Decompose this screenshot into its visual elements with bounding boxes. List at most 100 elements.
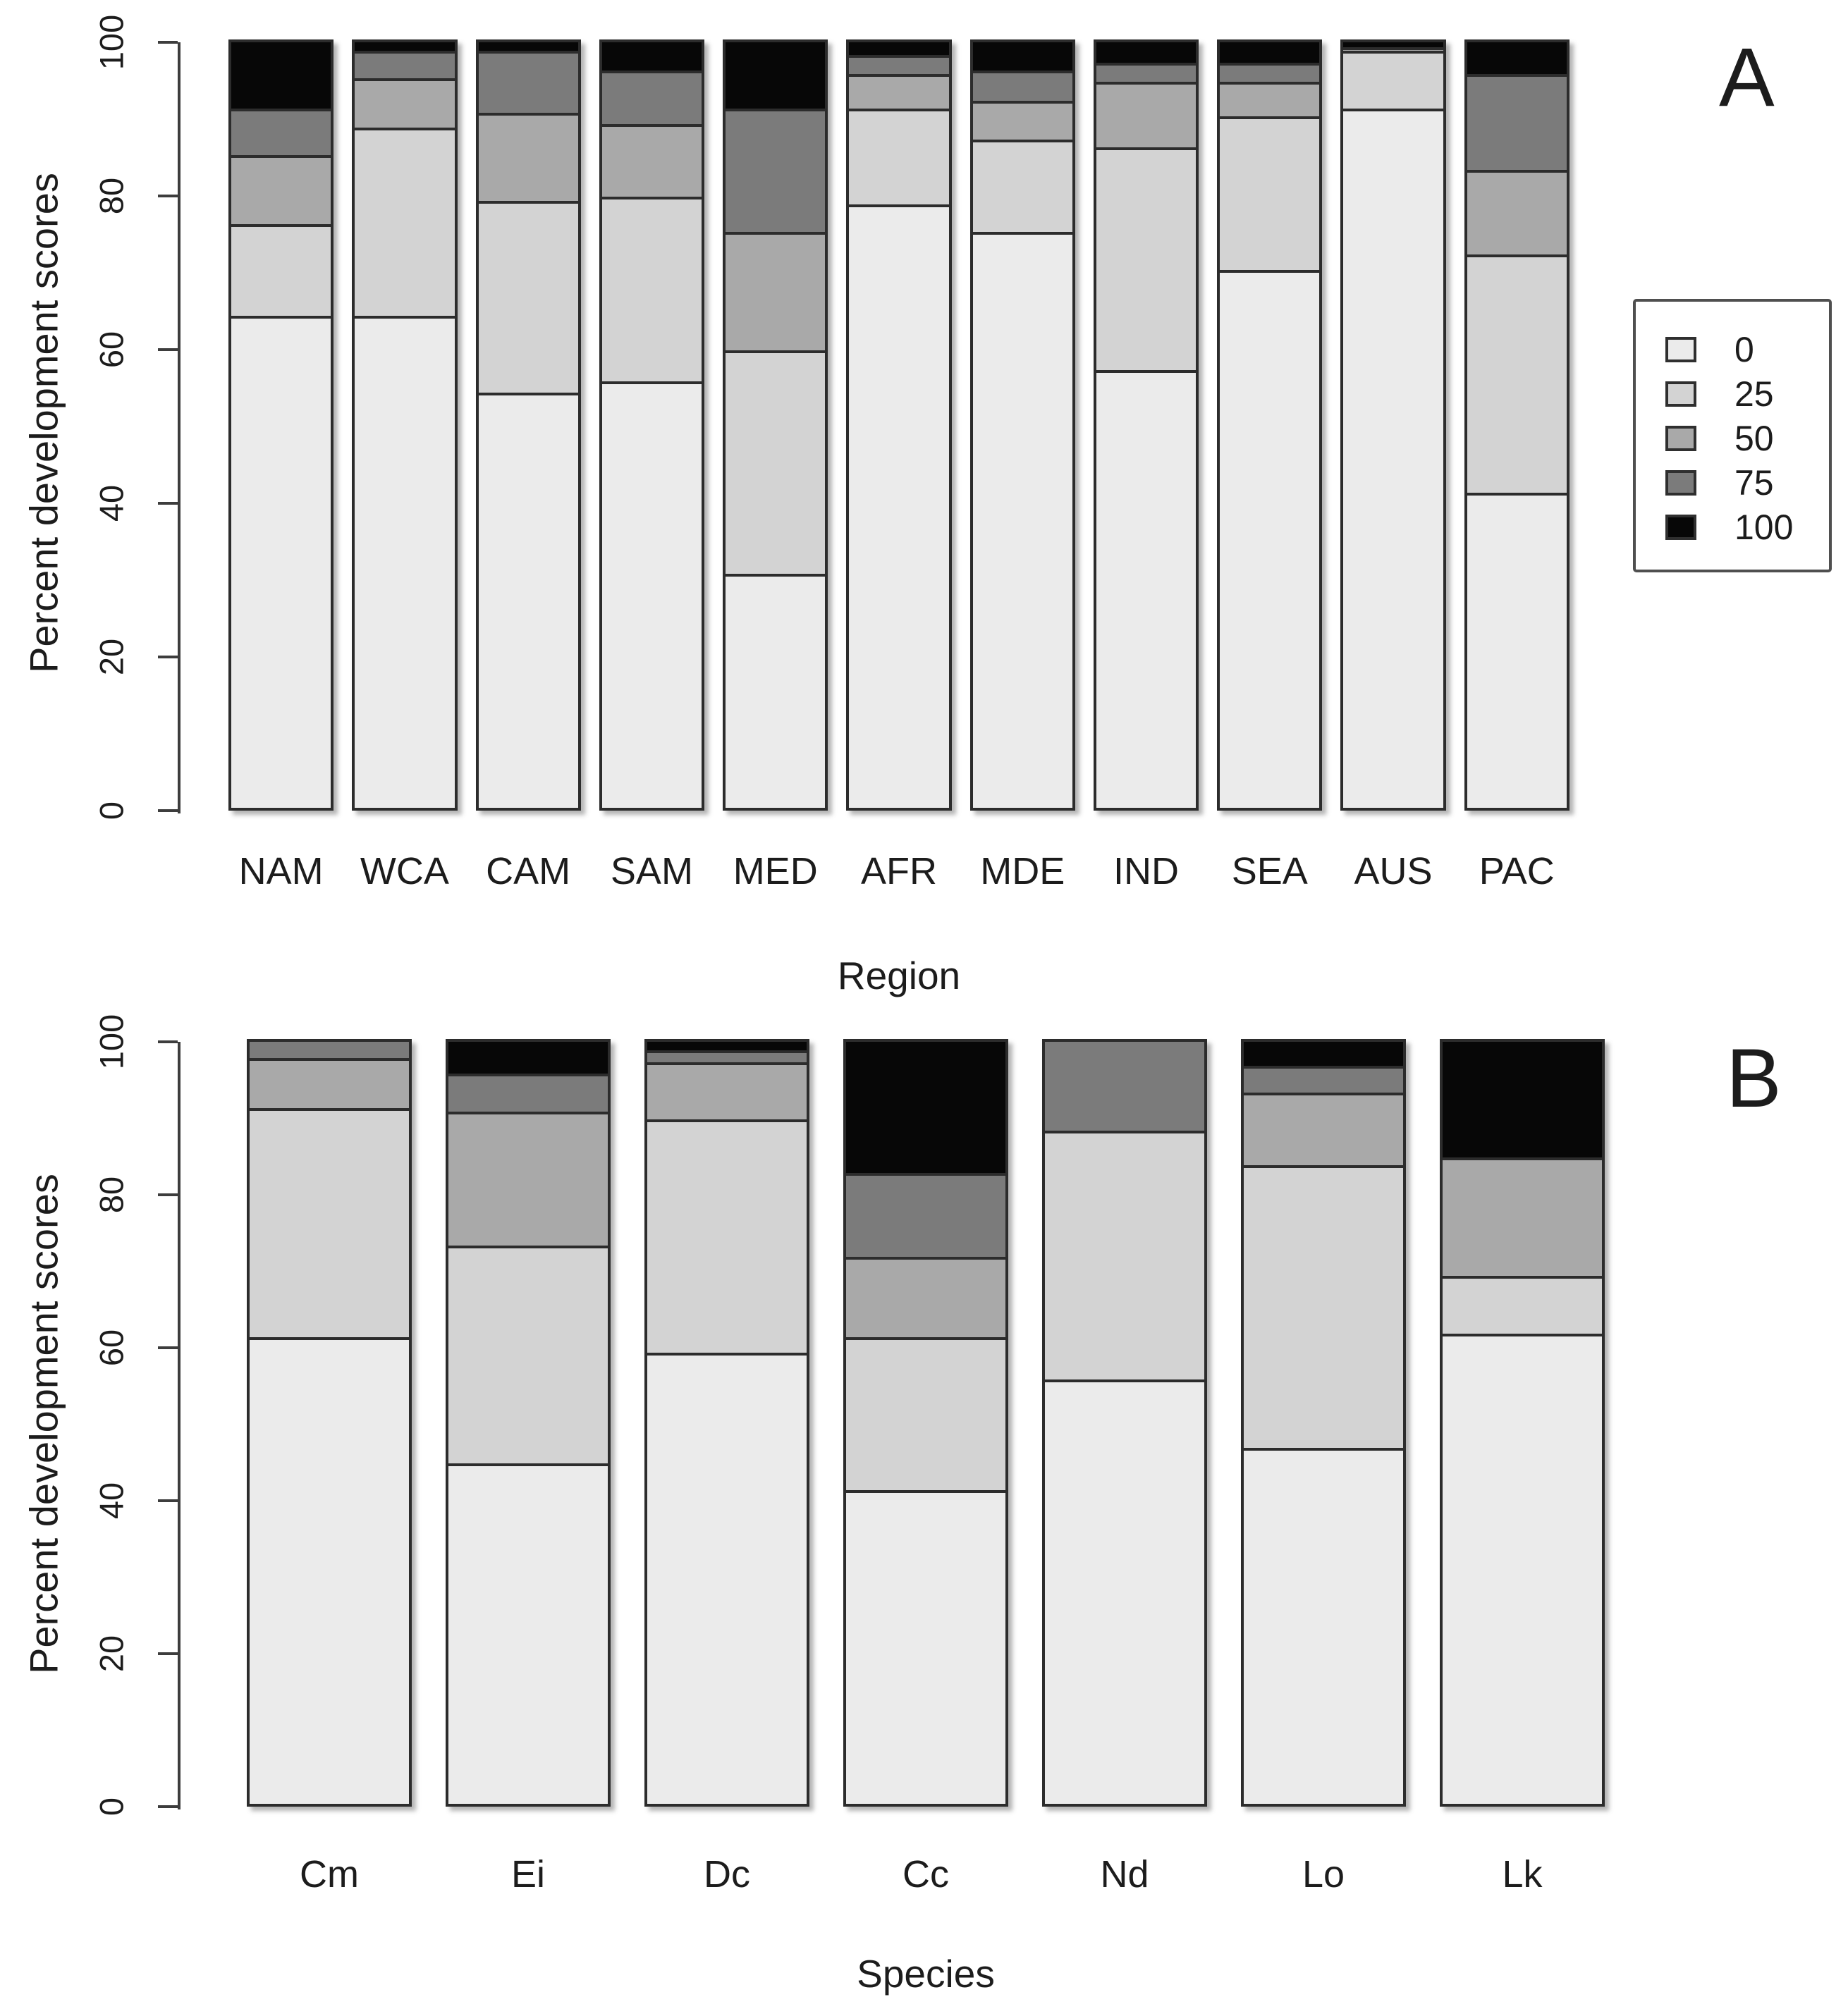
bar-segment-50 bbox=[1342, 48, 1445, 53]
bar-segment-0 bbox=[230, 317, 333, 809]
bar-segment-25 bbox=[447, 1246, 609, 1465]
bar-segment-75 bbox=[248, 1040, 410, 1060]
bar-segment-50 bbox=[600, 125, 704, 199]
bar-segment-100 bbox=[477, 41, 580, 53]
bar-segment-75 bbox=[1094, 63, 1198, 83]
bar-segment-50 bbox=[477, 113, 580, 202]
bar-segment-100 bbox=[600, 41, 704, 72]
legend-item-label: 75 bbox=[1734, 462, 1774, 503]
bar-segment-50 bbox=[1094, 82, 1198, 149]
bar-segment-50 bbox=[353, 79, 456, 130]
legend-items: 0 25 50 75 100 bbox=[1665, 327, 1829, 549]
y-tick bbox=[158, 1193, 178, 1196]
bar-segment-50 bbox=[230, 156, 333, 226]
y-tick-label: 100 bbox=[92, 14, 130, 70]
bar-segment-100 bbox=[1465, 41, 1568, 76]
bar-segment-50 bbox=[447, 1113, 609, 1247]
legend-item: 0 bbox=[1665, 327, 1829, 371]
panel-b-letter: B bbox=[1726, 1032, 1782, 1125]
x-tick-label: IND bbox=[1113, 850, 1179, 892]
y-tick bbox=[158, 41, 178, 44]
bar-segment-100 bbox=[1342, 41, 1445, 49]
bar-segment-25 bbox=[600, 198, 704, 383]
bar-segment-25 bbox=[646, 1120, 808, 1354]
bar-segment-0 bbox=[1094, 371, 1198, 809]
bar-segment-75 bbox=[646, 1052, 808, 1064]
bar-segment-75 bbox=[1465, 75, 1568, 172]
bar-segment-75 bbox=[353, 52, 456, 80]
bar-segment-25 bbox=[971, 140, 1074, 233]
bar-Cm bbox=[247, 1039, 412, 1807]
bar-stack bbox=[1217, 39, 1323, 811]
x-labels: NAM WCA CAM SAM MED AFR MDE IND SEA AUS PAC bbox=[219, 849, 1579, 893]
bar-segment-100 bbox=[646, 1040, 808, 1052]
bar-segment-100 bbox=[847, 41, 950, 56]
bar-segment-100 bbox=[230, 41, 333, 111]
bar-segment-0 bbox=[1218, 271, 1321, 809]
legend-item: 50 bbox=[1665, 416, 1829, 460]
x-tick-label: Cm bbox=[300, 1853, 359, 1895]
bar-segment-75 bbox=[230, 110, 333, 156]
bar-segment-75 bbox=[971, 71, 1074, 103]
x-tick-label: Lo bbox=[1302, 1853, 1345, 1895]
bar-segment-100 bbox=[1242, 1040, 1405, 1068]
legend: 0 25 50 75 100 bbox=[1633, 299, 1832, 572]
bar-segment-0 bbox=[248, 1339, 410, 1805]
bar-segment-25 bbox=[1242, 1167, 1405, 1450]
bar-segment-0 bbox=[724, 574, 827, 809]
bars bbox=[234, 1039, 1617, 1807]
x-tick-label: AUS bbox=[1354, 850, 1433, 892]
bar-segment-75 bbox=[1242, 1067, 1405, 1094]
legend-item-label: 100 bbox=[1734, 507, 1794, 547]
bar-stack bbox=[599, 39, 705, 811]
bar-segment-75 bbox=[600, 71, 704, 125]
bar-segment-50 bbox=[646, 1063, 808, 1121]
y-tick-label: 0 bbox=[92, 1797, 130, 1817]
x-tick-label: SAM bbox=[610, 850, 693, 892]
bar-segment-0 bbox=[1465, 494, 1568, 809]
bar-segment-50 bbox=[1242, 1093, 1405, 1167]
y-tick bbox=[158, 348, 178, 351]
bar-segment-100 bbox=[447, 1040, 609, 1075]
bar-stack bbox=[723, 39, 828, 811]
bar-stack bbox=[1340, 39, 1446, 811]
bar-segment-0 bbox=[1342, 110, 1445, 809]
bar-segment-25 bbox=[230, 225, 333, 318]
legend-item-label: 25 bbox=[1734, 374, 1774, 414]
bar-segment-25 bbox=[1218, 118, 1321, 271]
bar-segment-100 bbox=[1094, 41, 1198, 64]
bar-stack bbox=[1241, 1039, 1406, 1807]
bar-IND bbox=[1093, 39, 1199, 811]
legend-swatch bbox=[1665, 425, 1696, 451]
bar-MDE bbox=[969, 39, 1075, 811]
bar-segment-0 bbox=[353, 317, 456, 809]
y-tick bbox=[158, 1652, 178, 1655]
x-tick-label: Ei bbox=[510, 1853, 545, 1895]
y-tick-label: 20 bbox=[92, 1635, 130, 1673]
bar-segment-25 bbox=[477, 202, 580, 395]
bar-stack bbox=[228, 39, 334, 811]
y-axis: 0 20 40 60 80 100 bbox=[0, 1014, 183, 1816]
bar-Lk bbox=[1440, 1039, 1605, 1807]
legend-swatch bbox=[1665, 381, 1696, 407]
legend-item-label: 50 bbox=[1734, 418, 1774, 458]
bar-segment-75 bbox=[447, 1074, 609, 1114]
panel-b-x-axis-title: Species bbox=[857, 1952, 995, 1996]
bar-segment-75 bbox=[477, 52, 580, 114]
bar-segment-50 bbox=[724, 233, 827, 352]
bar-segment-100 bbox=[1441, 1040, 1603, 1160]
bar-segment-50 bbox=[845, 1258, 1007, 1339]
y-tick-label: 60 bbox=[92, 1329, 130, 1367]
bar-segment-100 bbox=[845, 1040, 1007, 1174]
legend-swatch bbox=[1665, 469, 1696, 496]
bar-segment-50 bbox=[847, 75, 950, 111]
bar-segment-25 bbox=[1465, 256, 1568, 495]
bar-segment-25 bbox=[248, 1109, 410, 1339]
bar-stack bbox=[644, 1039, 809, 1807]
bar-segment-25 bbox=[1094, 148, 1198, 371]
legend-item: 25 bbox=[1665, 371, 1829, 416]
bar-stack bbox=[969, 39, 1075, 811]
bar-SAM bbox=[599, 39, 705, 811]
bar-WCA bbox=[352, 39, 458, 811]
